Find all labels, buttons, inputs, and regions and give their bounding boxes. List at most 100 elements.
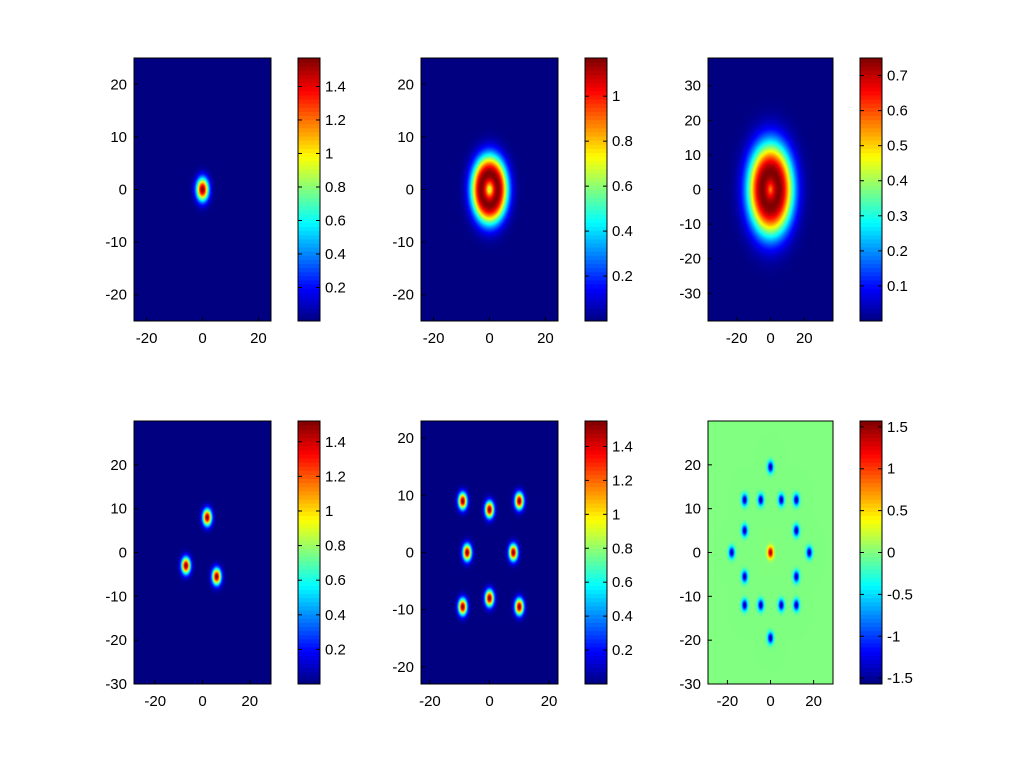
colorbar-swatch <box>585 667 607 673</box>
colorbar-swatch <box>298 642 320 648</box>
y-tick-label: -20 <box>679 251 701 268</box>
colorbar-swatch <box>585 242 607 248</box>
colorbar-swatch <box>860 226 882 232</box>
colorbar-swatch <box>860 296 882 301</box>
colorbar-swatch <box>298 503 320 508</box>
x-tick-label: -20 <box>144 693 166 710</box>
colorbar-swatch <box>860 486 882 492</box>
colorbar-swatch <box>585 626 607 632</box>
x-tick-label: -20 <box>717 693 739 710</box>
colorbar-swatch <box>860 300 882 306</box>
colorbar-swatch <box>298 486 320 492</box>
y-tick-label: 0 <box>406 182 414 199</box>
y-tick-label: -20 <box>679 632 701 649</box>
colorbar-swatch <box>585 201 607 207</box>
colorbar-swatch <box>860 152 882 158</box>
colorbar-swatch <box>585 140 607 145</box>
y-tick-label: -20 <box>105 287 127 304</box>
colorbar-swatch <box>298 441 320 447</box>
colorbar-swatch <box>298 247 320 252</box>
colorbar-swatch <box>860 585 882 590</box>
colorbar-swatch <box>860 605 882 611</box>
colorbar-swatch <box>298 234 320 240</box>
colorbar-swatch <box>585 659 607 664</box>
colorbar-tick-label: 0.3 <box>887 208 908 225</box>
colorbar-swatch <box>298 312 320 318</box>
colorbar-swatch <box>298 288 320 293</box>
colorbar-swatch <box>860 62 882 67</box>
colorbar-swatch <box>585 304 607 310</box>
colorbar-swatch <box>298 275 320 281</box>
heatmap-4 <box>134 421 271 684</box>
colorbar-swatch <box>860 160 882 166</box>
colorbar-swatch <box>298 437 320 443</box>
colorbar-swatch <box>860 66 882 71</box>
colorbar-tick-label: 0.4 <box>887 173 908 190</box>
colorbar-frame <box>859 57 883 322</box>
y-tick-label: -10 <box>679 588 701 605</box>
colorbar-swatch <box>860 593 882 599</box>
colorbar-swatch <box>585 507 607 512</box>
colorbar-swatch <box>298 577 320 582</box>
colorbar-swatch <box>585 168 607 174</box>
colorbar-swatch <box>298 292 320 297</box>
x-tick-label: 0 <box>766 330 774 347</box>
colorbar-swatch <box>585 634 607 640</box>
colorbar-swatch <box>298 90 320 96</box>
colorbar-tick-label: 1 <box>325 145 333 162</box>
colorbar-swatch <box>298 185 320 190</box>
colorbar-swatch <box>585 466 607 471</box>
colorbar-swatch <box>298 82 320 88</box>
colorbar-swatch <box>298 589 320 595</box>
colorbar-swatch <box>298 564 320 570</box>
colorbar-swatch <box>860 292 882 297</box>
colorbar-swatch <box>298 433 320 438</box>
colorbar-swatch <box>860 610 882 615</box>
x-tick-label: -20 <box>419 693 441 710</box>
colorbar-tick-label: 0.6 <box>612 178 633 195</box>
colorbar-swatch <box>585 581 607 586</box>
colorbar-tick-label: 1.2 <box>612 472 633 489</box>
colorbar-swatch <box>585 316 607 322</box>
heatmap-3 <box>708 58 833 321</box>
colorbar-swatch <box>860 82 882 88</box>
colorbar-tick-label: -0.5 <box>887 586 913 603</box>
colorbar-swatch <box>860 470 882 475</box>
colorbar-swatch <box>860 614 882 619</box>
colorbar-swatch <box>585 478 607 484</box>
colorbar-swatch <box>585 247 607 252</box>
colorbar-swatch <box>585 292 607 297</box>
colorbar-swatch <box>298 164 320 170</box>
colorbar-swatch <box>860 519 882 525</box>
colorbar-swatch <box>298 284 320 289</box>
colorbar-swatch <box>860 433 882 438</box>
colorbar-swatch <box>298 560 320 566</box>
y-tick-label: 20 <box>684 112 701 129</box>
colorbar-swatch <box>860 527 882 533</box>
colorbar-swatch <box>585 136 607 141</box>
colorbar-swatch <box>298 675 320 681</box>
colorbar-swatch <box>298 511 320 517</box>
colorbar-swatch <box>860 536 882 541</box>
colorbar-swatch <box>860 267 882 273</box>
colorbar-swatch <box>585 597 607 603</box>
colorbar-swatch <box>860 482 882 488</box>
colorbar-swatch <box>585 445 607 451</box>
colorbar-swatch <box>585 234 607 240</box>
colorbar-swatch <box>298 255 320 260</box>
colorbar-swatch <box>860 308 882 314</box>
colorbar-swatch <box>585 86 607 92</box>
colorbar-swatch <box>585 564 607 570</box>
colorbar-swatch <box>298 655 320 660</box>
colorbar-swatch <box>860 531 882 537</box>
colorbar-swatch <box>585 511 607 517</box>
colorbar-swatch <box>585 429 607 434</box>
colorbar-swatch <box>860 210 882 215</box>
colorbar-swatch <box>585 94 607 100</box>
colorbar-tick-label: 1 <box>612 88 620 105</box>
colorbar-swatch <box>298 94 320 100</box>
colorbar-tick-label: 1.4 <box>325 78 346 95</box>
colorbar-swatch <box>585 144 607 149</box>
colorbar-swatch <box>298 597 320 603</box>
